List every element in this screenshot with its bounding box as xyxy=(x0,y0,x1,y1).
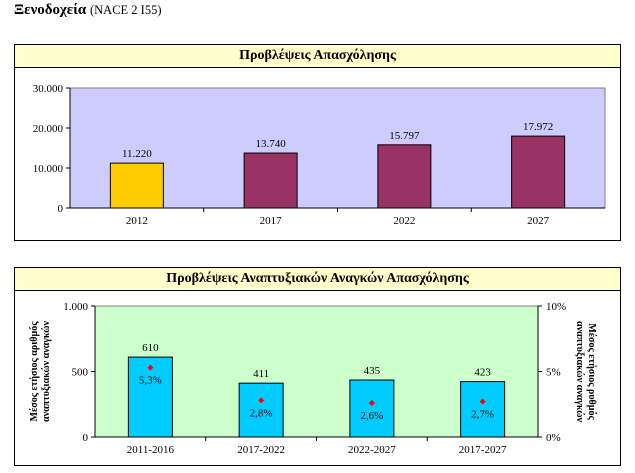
y-tick-label: 10.000 xyxy=(33,163,64,175)
x-tick-label: 2017-2027 xyxy=(459,444,507,456)
y-tick-label: 500 xyxy=(72,367,89,379)
bar-value-label: 11.220 xyxy=(122,148,152,160)
rate-label: 5,3% xyxy=(139,375,162,387)
expansion-demand-panel: Προβλέψεις Αναπτυξιακών Αναγκών Απασχόλη… xyxy=(14,267,621,466)
bar-value-label: 17.972 xyxy=(523,121,553,133)
bar-2017-2027 xyxy=(460,381,506,438)
rate-marker-2017-2027 xyxy=(479,398,486,405)
rate-marker-2017-2022 xyxy=(258,397,265,404)
x-tick-label: 2022-2027 xyxy=(348,444,396,456)
bar-value-label: 15.797 xyxy=(389,130,420,142)
bar-2017-2022 xyxy=(238,382,284,438)
y-tick-label: 20.000 xyxy=(33,123,64,135)
expansion-demand-chart: 0 500 1.000 0% 5% 10% 610 5,3% 2011-2016 411 2,8% 2… xyxy=(28,301,598,456)
employment-forecast-chart: 0 10.000 20.000 30.000 11.220 2012 13.740 2017 1… xyxy=(33,83,606,227)
bar-value-label: 411 xyxy=(253,368,269,380)
bar-2022 xyxy=(377,144,432,209)
x-tick-label: 2011-2016 xyxy=(127,444,175,456)
x-tick-label: 2017-2022 xyxy=(237,444,285,456)
x-tick-label: 2022 xyxy=(393,215,415,227)
y2-tick-label: 5% xyxy=(546,367,561,379)
rate-label: 2,7% xyxy=(471,409,494,421)
y-axis-title: Μέσος ετήσιος αριθμόςαναπτυξιακών αναγκώ… xyxy=(28,320,52,421)
rate-marker-2011-2016 xyxy=(147,364,154,371)
expansion-demand-title: Προβλέψεις Αναπτυξιακών Αναγκών Απασχόλη… xyxy=(15,268,620,291)
employment-forecast-title: Προβλέψεις Απασχόλησης xyxy=(15,45,620,68)
rate-marker-2022-2027 xyxy=(368,399,375,406)
bar-2022-2027 xyxy=(349,379,395,438)
bar-value-label: 435 xyxy=(364,365,381,377)
y-tick-label: 0 xyxy=(83,432,89,444)
x-tick-label: 2012 xyxy=(126,215,148,227)
bar-2027 xyxy=(511,135,566,209)
page-title: Ξενοδοχεία (NACE 2 I55) xyxy=(14,2,162,19)
rate-label: 2,8% xyxy=(250,407,273,419)
nace-code: (NACE 2 I55) xyxy=(89,3,162,17)
y2-tick-label: 0% xyxy=(546,432,561,444)
y2-tick-label: 10% xyxy=(546,301,566,313)
page-title-text: Ξενοδοχεία xyxy=(14,2,87,18)
bar-value-label: 13.740 xyxy=(256,138,287,150)
y-tick-label: 30.000 xyxy=(33,83,64,95)
y2-axis-title: Μέσος ετήσιος ρυθμόςαναπτυξιακών αναγκών xyxy=(574,321,598,422)
bar-2012 xyxy=(109,162,164,209)
bar-value-label: 610 xyxy=(142,342,159,354)
x-tick-label: 2027 xyxy=(527,215,550,227)
bar-value-label: 423 xyxy=(474,367,491,379)
rate-label: 2,6% xyxy=(360,410,383,422)
y-tick-label: 0 xyxy=(58,203,64,215)
y-tick-label: 1.000 xyxy=(63,301,88,313)
x-tick-label: 2017 xyxy=(260,215,283,227)
employment-forecast-panel: Προβλέψεις Απασχόλησης 0 10.000 20.000 30.0… xyxy=(14,44,621,241)
bar-2017 xyxy=(243,152,298,209)
